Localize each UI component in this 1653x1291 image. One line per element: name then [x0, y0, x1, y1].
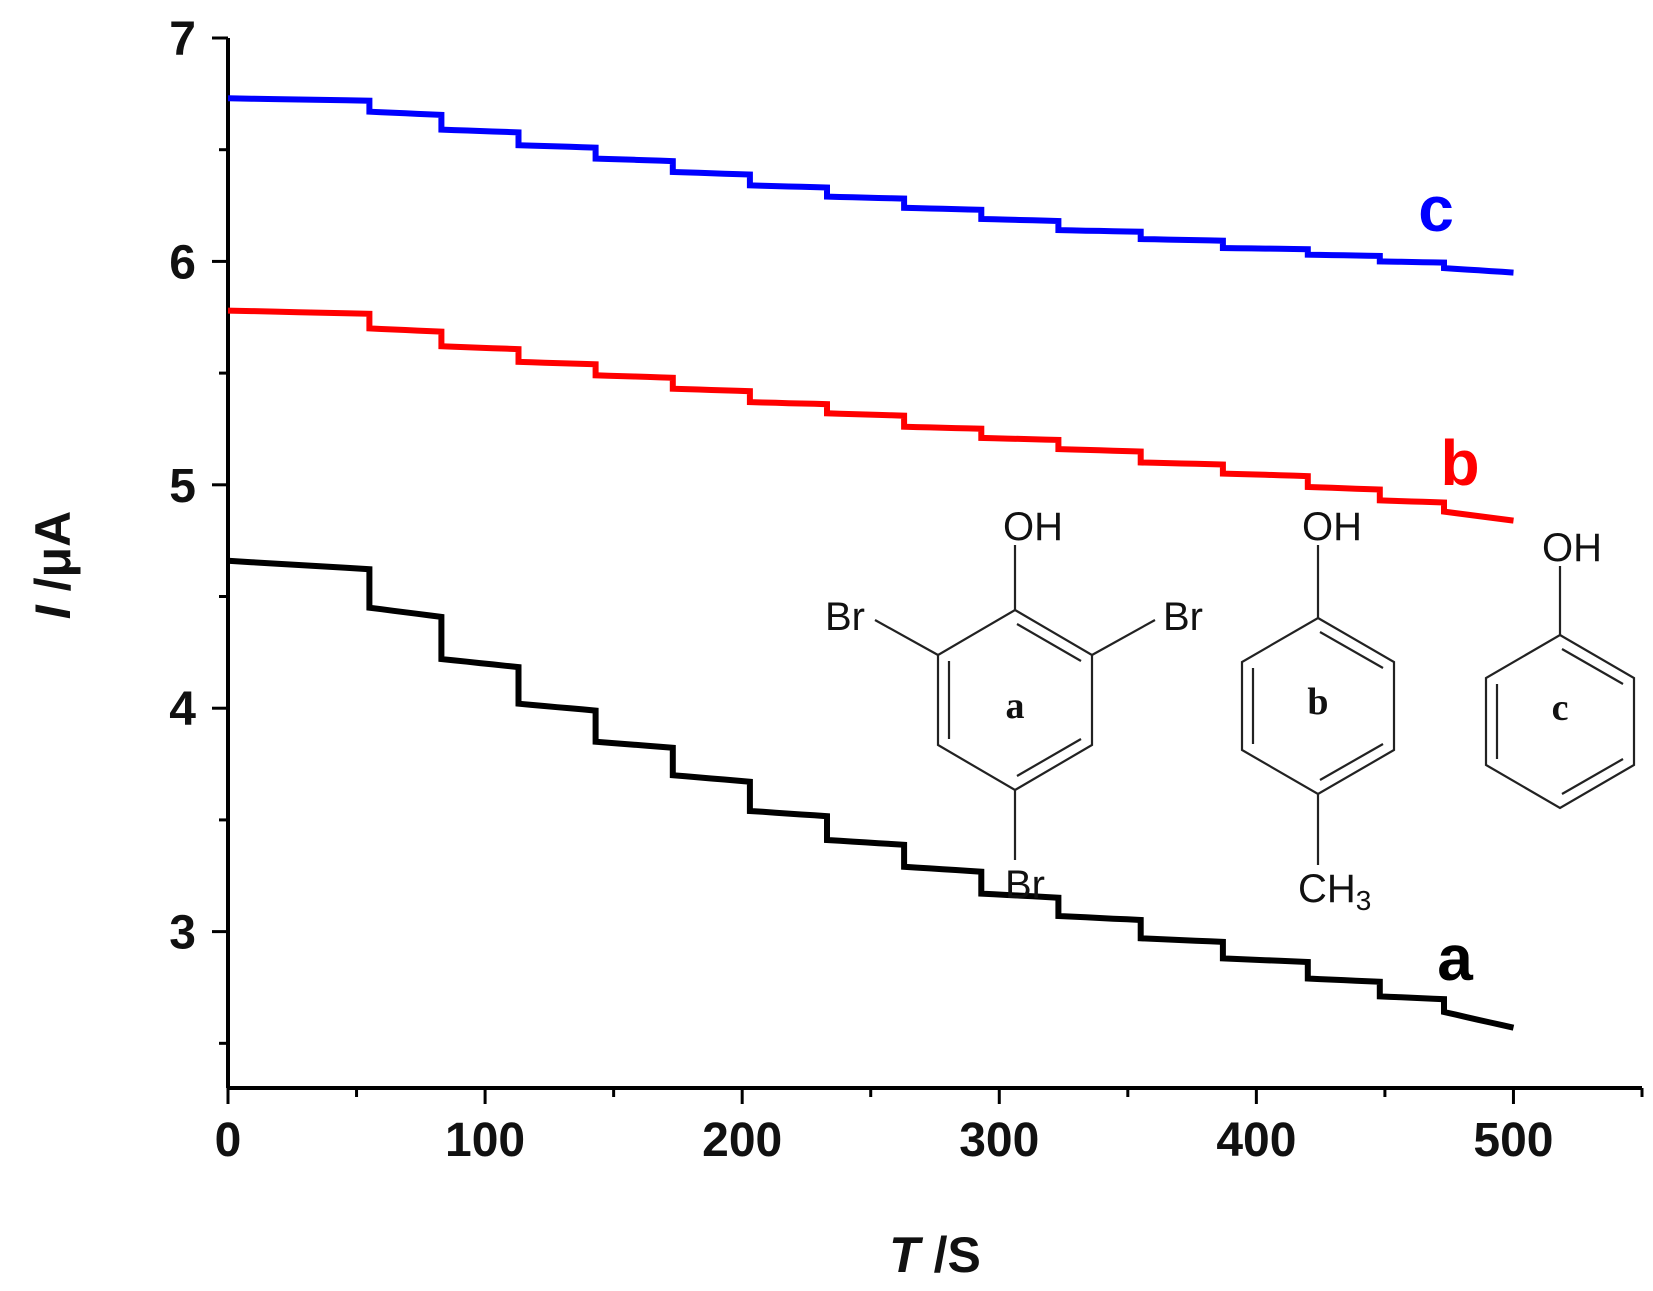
x-ticks: 0 100 200 300 400 500 [215, 1088, 1644, 1167]
y-ticks: 3 4 5 6 7 [169, 13, 228, 1045]
axes: 0 100 200 300 400 500 3 4 5 6 7 [169, 13, 1644, 1167]
series-label-b: b [1440, 427, 1479, 499]
structure-b: OH CH3 b [1240, 505, 1396, 916]
structure-c-oh: OH [1542, 526, 1602, 570]
structure-b-oh: OH [1302, 505, 1362, 549]
y-tick-label: 5 [169, 460, 196, 513]
y-tick-label: 4 [169, 683, 196, 736]
structure-a-br-right: Br [1163, 595, 1203, 639]
series-line-c [227, 95, 1514, 276]
series-group [227, 95, 1515, 1031]
series-line-b [227, 307, 1514, 524]
structure-c-ring-label: c [1552, 687, 1569, 729]
series-label-a: a [1437, 922, 1473, 994]
x-axis-title: T /S [889, 1227, 981, 1283]
x-tick-label: 400 [1216, 1114, 1296, 1167]
series-label-c: c [1418, 173, 1454, 245]
structure-a-br-bottom: Br [1005, 863, 1045, 907]
structure-b-ring-label: b [1307, 681, 1328, 723]
structure-a-oh: OH [1003, 505, 1063, 549]
structure-a-br-left: Br [825, 595, 865, 639]
y-tick-label: 6 [169, 236, 196, 289]
y-tick-label: 3 [169, 907, 196, 960]
series-line-a [227, 557, 1515, 1031]
y-axis-title: I /μA [25, 511, 81, 619]
structure-a: OH Br Br Br a [825, 505, 1203, 907]
y-tick-label: 7 [169, 13, 196, 66]
structure-c: OH c [1484, 526, 1636, 810]
structure-a-ring-label: a [1006, 685, 1025, 727]
x-tick-label: 100 [445, 1114, 525, 1167]
structure-b-ch3: CH3 [1298, 867, 1371, 916]
x-tick-label: 300 [959, 1114, 1039, 1167]
x-tick-label: 0 [215, 1114, 242, 1167]
x-tick-label: 200 [702, 1114, 782, 1167]
x-tick-label: 500 [1473, 1114, 1553, 1167]
